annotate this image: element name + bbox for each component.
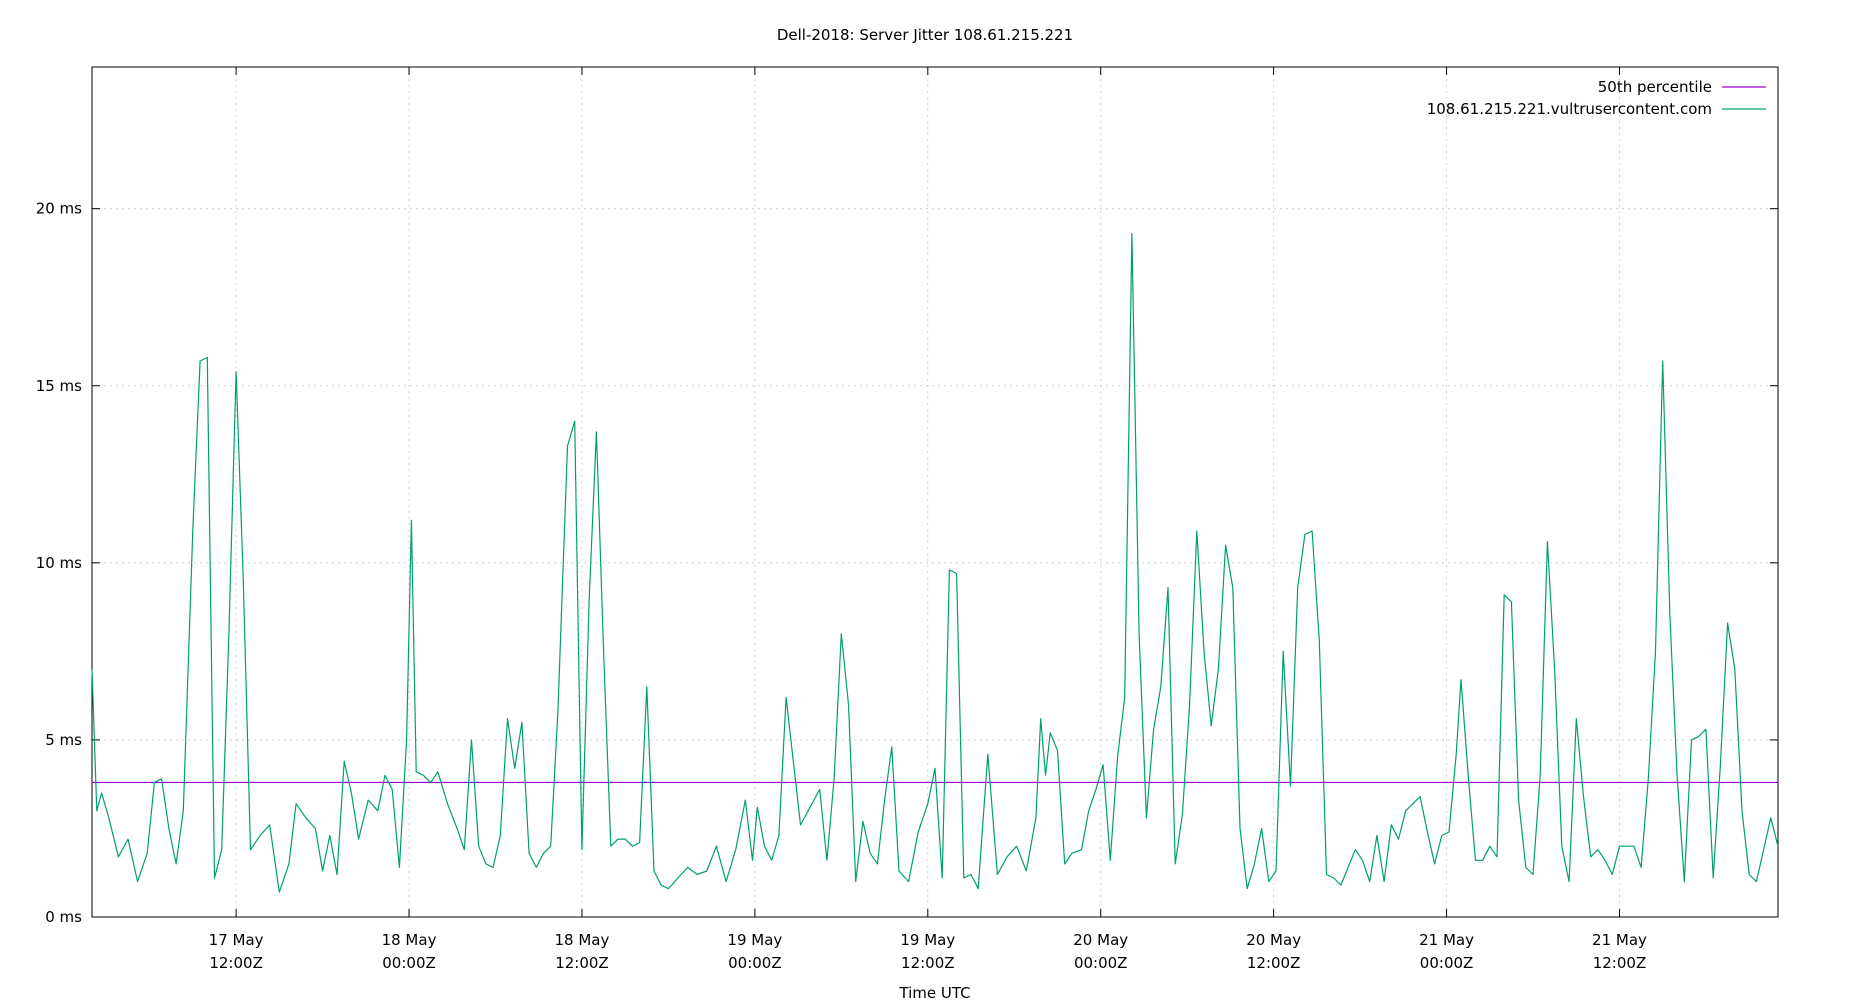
x-tick-label-time: 12:00Z <box>209 954 263 972</box>
x-tick-label-time: 00:00Z <box>1074 954 1128 972</box>
x-tick-label-time: 12:00Z <box>1593 954 1647 972</box>
plot-frame <box>91 66 1779 918</box>
chart-title: Dell-2018: Server Jitter 108.61.215.221 <box>777 26 1073 44</box>
x-tick-label-date: 21 May <box>1592 931 1647 949</box>
x-axis: 17 May 12:00Z 18 May 00:00Z 18 May 12:00Z 19 M… <box>209 67 1647 972</box>
legend: 50th percentile 108.61.215.221.vultruserc… <box>1427 78 1766 118</box>
series-jitter-line <box>91 232 1779 893</box>
x-tick-label-time: 00:00Z <box>382 954 436 972</box>
x-tick-label-date: 17 May <box>209 931 264 949</box>
y-tick-label: 20 ms <box>36 200 82 218</box>
x-tick-label-time: 12:00Z <box>901 954 955 972</box>
x-tick-label-time: 00:00Z <box>1420 954 1474 972</box>
x-axis-label: Time UTC <box>898 984 970 1000</box>
x-tick-label-date: 18 May <box>382 931 437 949</box>
series-layer <box>91 232 1779 893</box>
y-tick-label: 10 ms <box>36 554 82 572</box>
x-tick-label-date: 20 May <box>1246 931 1301 949</box>
x-tick-label-time: 12:00Z <box>555 954 609 972</box>
x-tick-label-date: 21 May <box>1419 931 1474 949</box>
y-tick-label: 0 ms <box>45 908 82 926</box>
y-axis: 0 ms 5 ms 10 ms 15 ms 20 ms <box>36 200 1778 926</box>
x-tick-label-time: 12:00Z <box>1247 954 1301 972</box>
y-tick-label: 15 ms <box>36 377 82 395</box>
legend-label: 108.61.215.221.vultrusercontent.com <box>1427 100 1712 118</box>
legend-label: 50th percentile <box>1598 78 1712 96</box>
x-tick-label-date: 18 May <box>555 931 610 949</box>
x-tick-label-date: 19 May <box>900 931 955 949</box>
x-tick-label-date: 20 May <box>1073 931 1128 949</box>
grid-lines <box>92 67 1778 917</box>
y-tick-label: 5 ms <box>45 731 82 749</box>
x-tick-label-date: 19 May <box>727 931 782 949</box>
x-tick-label-time: 00:00Z <box>728 954 782 972</box>
